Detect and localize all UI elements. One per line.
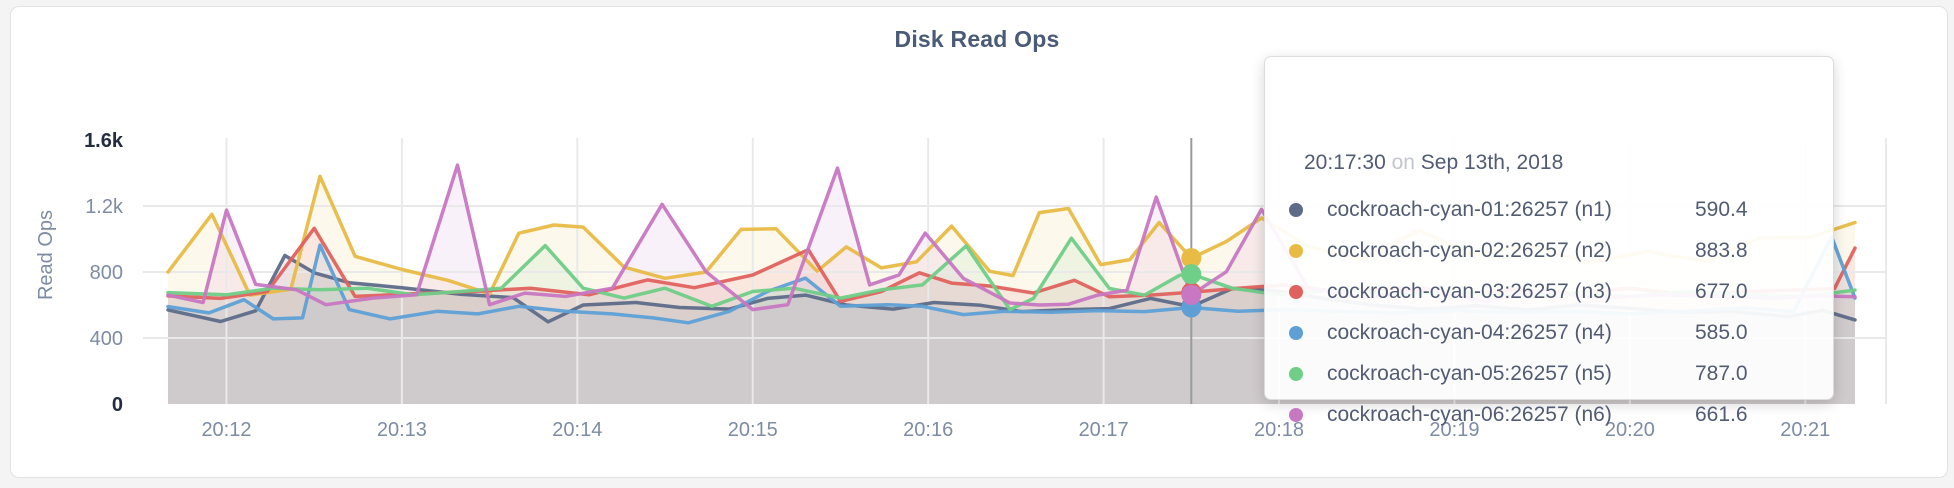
x-tick-label: 20:13: [377, 419, 427, 441]
hover-dot-n2: [1181, 248, 1202, 269]
x-tick-label: 20:19: [1429, 419, 1479, 441]
x-tick-label: 20:18: [1254, 419, 1304, 441]
tooltip-header: 20:17:30 on Sep 13th, 2018: [1304, 151, 1563, 175]
series-value: 585.0: [1695, 320, 1748, 344]
series-color-dot: [1289, 284, 1303, 299]
tooltip-series-row: cockroach-cyan-06:26257 (n6) 661.6: [1289, 394, 1813, 435]
x-tick-label: 20:20: [1605, 419, 1655, 441]
series-name: cockroach-cyan-05:26257 (n5): [1327, 361, 1612, 385]
hover-dot-n5: [1181, 264, 1202, 285]
hover-tooltip: 20:17:30 on Sep 13th, 2018 cockroach-cya…: [1264, 56, 1834, 426]
tooltip-time: 20:17:30: [1304, 151, 1386, 174]
y-tick-label: 1.6k: [84, 130, 124, 152]
y-tick-label: 800: [90, 262, 123, 284]
tooltip-date: Sep 13th, 2018: [1420, 151, 1564, 174]
tooltip-series-row: cockroach-cyan-03:26257 (n3) 677.0: [1289, 271, 1813, 312]
series-value: 883.8: [1695, 238, 1748, 262]
x-tick-label: 20:15: [728, 419, 778, 441]
tooltip-series-row: cockroach-cyan-01:26257 (n1) 590.4: [1289, 189, 1813, 230]
series-name: cockroach-cyan-01:26257 (n1): [1327, 197, 1612, 221]
chart-title: Disk Read Ops: [894, 26, 1060, 52]
series-value: 661.6: [1695, 402, 1748, 426]
x-tick-label: 20:14: [552, 419, 602, 441]
y-tick-label: 0: [112, 394, 123, 416]
series-name: cockroach-cyan-03:26257 (n3): [1327, 279, 1612, 303]
series-name: cockroach-cyan-06:26257 (n6): [1327, 402, 1612, 426]
series-value: 787.0: [1695, 361, 1748, 385]
x-tick-label: 20:17: [1079, 419, 1129, 441]
series-color-dot: [1289, 243, 1303, 258]
series-name: cockroach-cyan-04:26257 (n4): [1327, 320, 1612, 344]
series-color-dot: [1289, 407, 1303, 422]
tooltip-series-row: cockroach-cyan-05:26257 (n5) 787.0: [1289, 353, 1813, 394]
series-value: 590.4: [1695, 197, 1748, 221]
series-color-dot: [1289, 202, 1303, 217]
series-name: cockroach-cyan-02:26257 (n2): [1327, 238, 1612, 262]
y-tick-label: 1.2k: [85, 196, 124, 218]
series-color-dot: [1289, 325, 1303, 340]
x-tick-label: 20:12: [201, 419, 251, 441]
series-color-dot: [1289, 366, 1303, 381]
tooltip-series-row: cockroach-cyan-02:26257 (n2) 883.8: [1289, 230, 1813, 271]
tooltip-rows: cockroach-cyan-01:26257 (n1) 590.4 cockroa…: [1289, 189, 1813, 435]
tooltip-conjunction: on: [1391, 151, 1415, 174]
x-tick-label: 20:21: [1780, 419, 1830, 441]
x-tick-label: 20:16: [903, 419, 953, 441]
series-value: 677.0: [1695, 279, 1748, 303]
hover-dot-n6: [1181, 284, 1202, 305]
y-axis-label: Read Ops: [35, 210, 57, 300]
y-tick-label: 400: [90, 328, 123, 350]
tooltip-series-row: cockroach-cyan-04:26257 (n4) 585.0: [1289, 312, 1813, 353]
